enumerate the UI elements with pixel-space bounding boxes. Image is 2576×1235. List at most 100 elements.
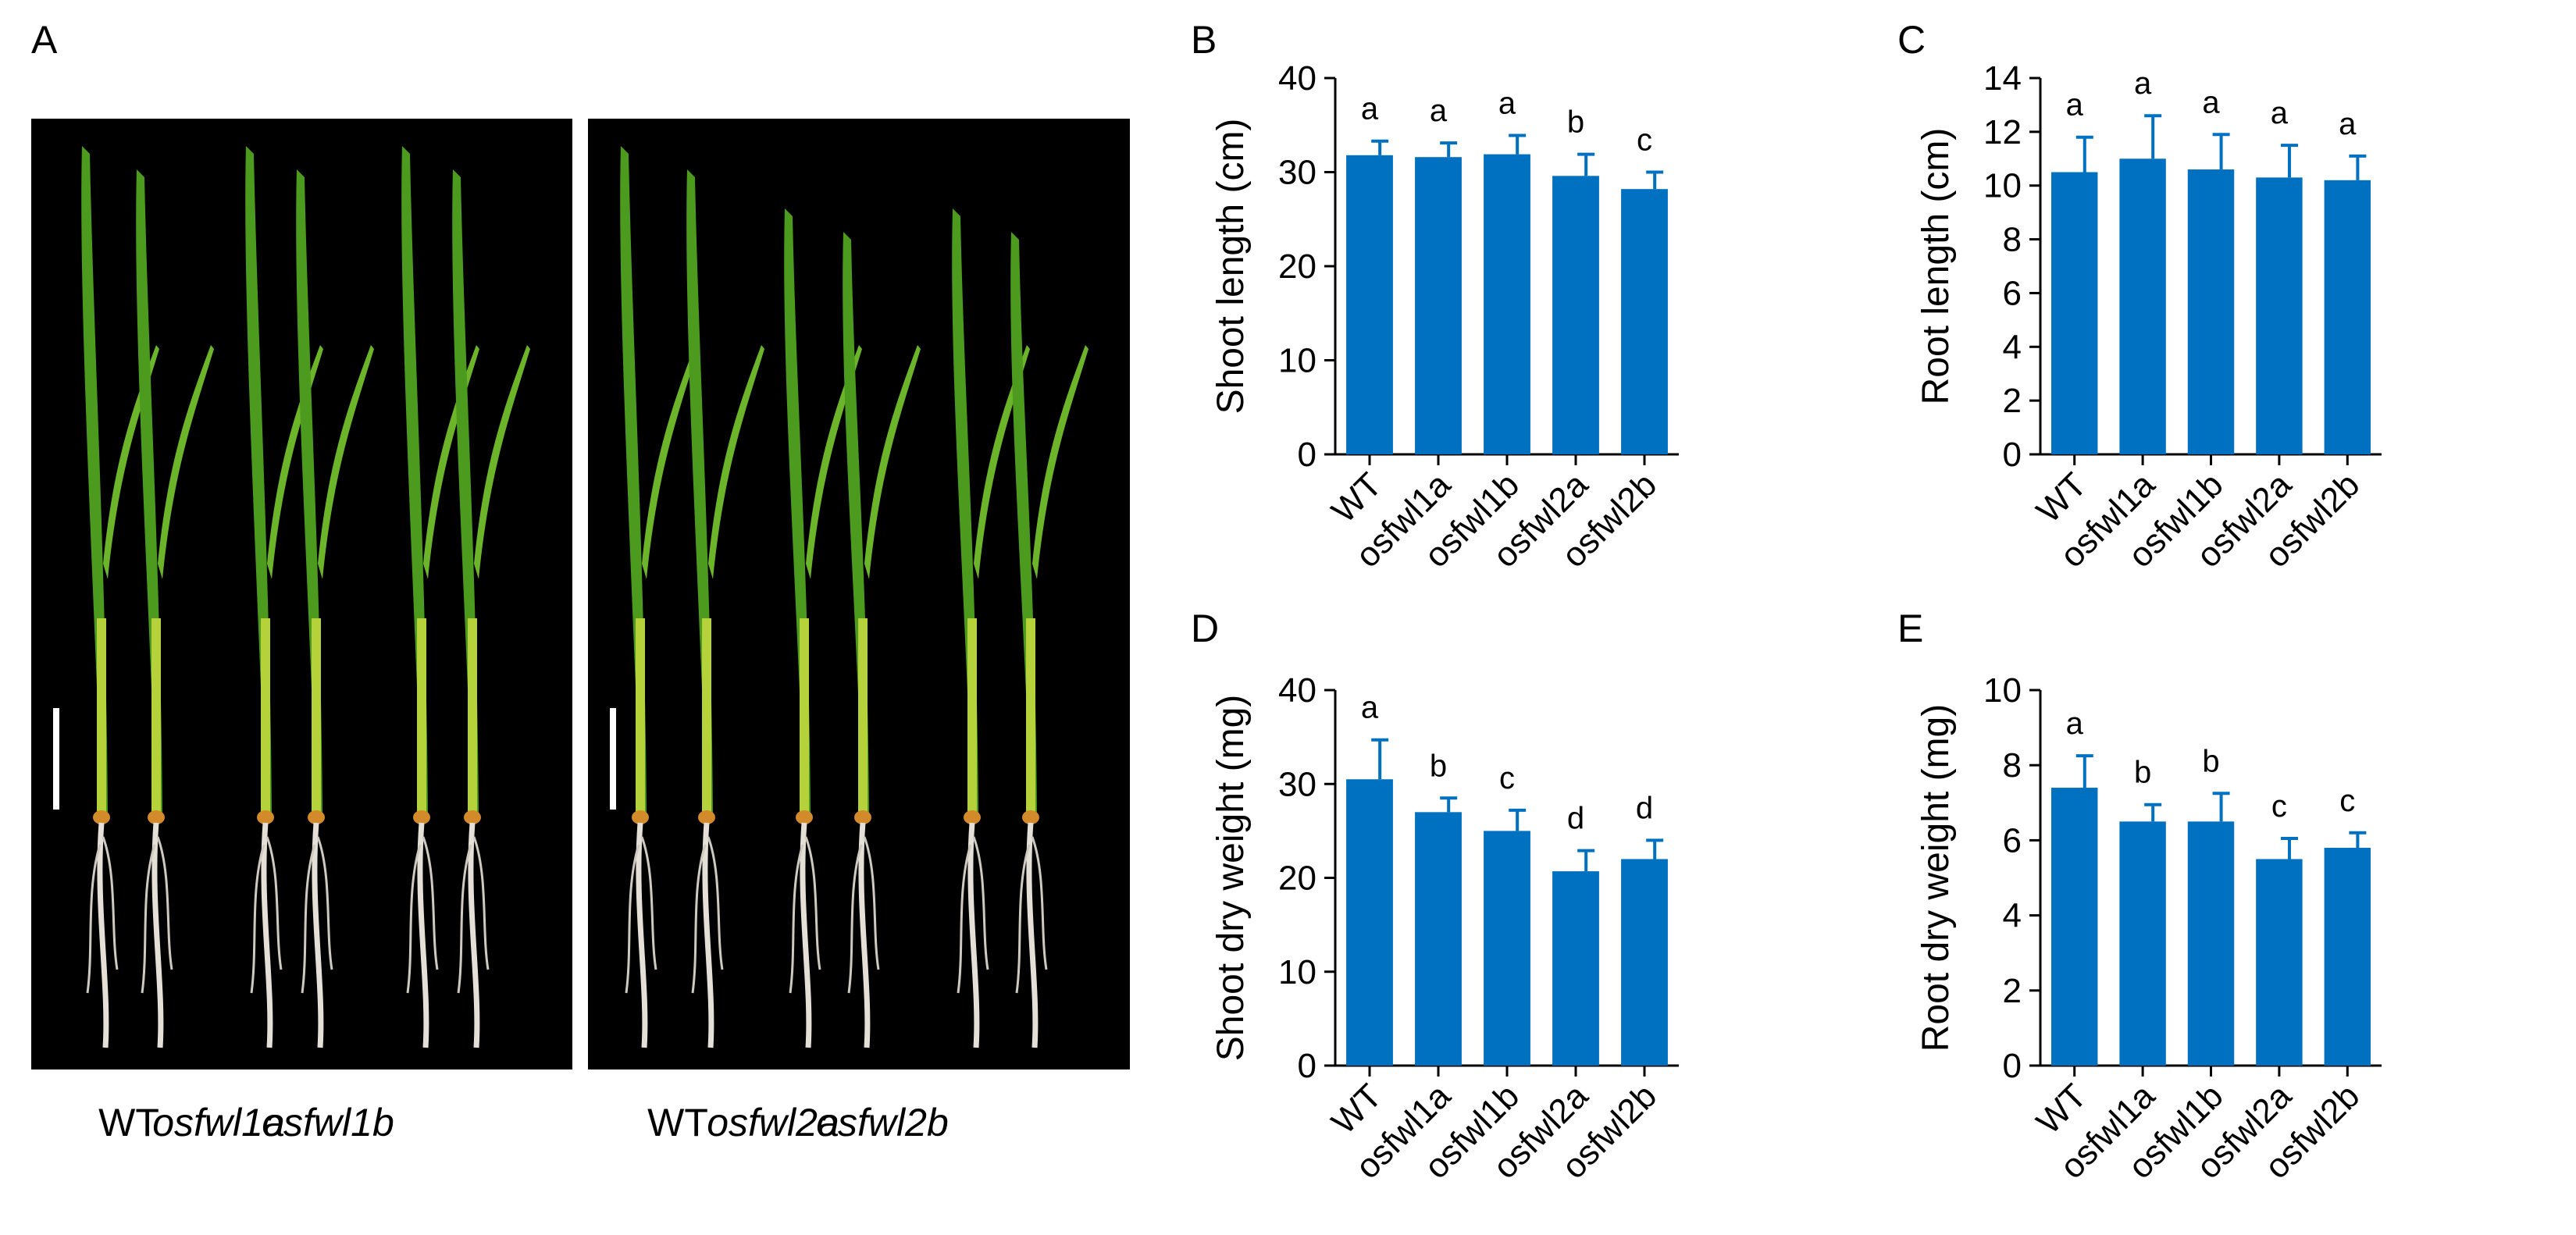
- bar: [1346, 779, 1393, 1066]
- y-tick-label: 0: [1298, 436, 1317, 474]
- seedling: [843, 232, 921, 1048]
- bar: [1552, 176, 1599, 454]
- y-tick-label: 8: [2003, 746, 2022, 785]
- bar: [1621, 189, 1668, 454]
- panel-letter: D: [1191, 607, 1219, 650]
- y-axis-title: Root dry weight (mg): [1915, 704, 1957, 1052]
- genotype-label: osfwl1b: [262, 1101, 394, 1144]
- seedling: [452, 169, 530, 1048]
- significance-label: c: [1637, 123, 1652, 158]
- y-axis-title: Shoot dry weight (mg): [1210, 695, 1252, 1062]
- bar: [2050, 788, 2098, 1066]
- significance-label: b: [2202, 744, 2219, 778]
- bar: [1415, 812, 1462, 1066]
- y-tick-label: 2: [2003, 972, 2022, 1010]
- y-tick-label: 4: [2003, 328, 2022, 366]
- seedling: [81, 146, 159, 1048]
- y-tick-label: 8: [2003, 221, 2022, 259]
- bar: [2256, 859, 2303, 1066]
- y-tick-label: 6: [2003, 274, 2022, 312]
- y-tick-label: 4: [2003, 897, 2022, 935]
- panel-letter: C: [1897, 18, 1926, 62]
- significance-label: b: [1567, 105, 1584, 140]
- significance-label: d: [1636, 791, 1653, 825]
- seedling: [296, 169, 374, 1048]
- seedling: [1010, 232, 1088, 1048]
- panel-a-letter: A: [31, 18, 58, 62]
- bar: [1415, 157, 1462, 454]
- significance-label: d: [1567, 802, 1584, 836]
- y-tick-label: 2: [2003, 382, 2022, 420]
- y-tick-label: 10: [1983, 167, 2022, 205]
- y-tick-label: 30: [1278, 154, 1317, 192]
- y-tick-label: 40: [1278, 59, 1317, 98]
- y-tick-label: 20: [1278, 247, 1317, 286]
- significance-label: a: [2066, 706, 2084, 741]
- significance-label: a: [1498, 87, 1516, 121]
- bar: [2119, 821, 2166, 1066]
- significance-label: a: [1361, 92, 1379, 126]
- scale-bar: [53, 708, 59, 810]
- bar: [2256, 177, 2303, 454]
- bar: [1346, 155, 1393, 454]
- significance-label: a: [2134, 66, 2152, 101]
- significance-label: a: [1361, 691, 1379, 725]
- panel-letter: B: [1191, 18, 1217, 62]
- y-tick-label: 10: [1983, 671, 2022, 710]
- seedling: [952, 208, 1030, 1048]
- seedling: [245, 146, 323, 1048]
- bar: [2187, 169, 2235, 455]
- significance-label: a: [2339, 107, 2357, 141]
- y-tick-label: 30: [1278, 765, 1317, 803]
- y-axis-title: Root length (cm): [1915, 128, 1957, 405]
- significance-label: c: [2271, 789, 2287, 824]
- bar: [2324, 848, 2371, 1066]
- seedling: [686, 169, 764, 1048]
- y-tick-label: 40: [1278, 671, 1317, 710]
- significance-label: a: [2066, 88, 2084, 123]
- genotype-label: WT: [647, 1101, 708, 1144]
- significance-label: a: [1430, 94, 1448, 128]
- scale-bar: [610, 708, 616, 810]
- seedling: [401, 146, 479, 1048]
- y-tick-label: 0: [2003, 436, 2022, 474]
- y-tick-label: 14: [1983, 59, 2022, 98]
- seedling: [620, 146, 698, 1048]
- bar: [2050, 172, 2098, 454]
- significance-label: b: [1430, 749, 1447, 783]
- significance-label: c: [1499, 761, 1515, 795]
- y-tick-label: 10: [1278, 342, 1317, 380]
- significance-label: b: [2134, 756, 2151, 790]
- y-tick-label: 12: [1983, 113, 2022, 151]
- bar: [2187, 821, 2235, 1066]
- significance-label: a: [2271, 96, 2289, 130]
- genotype-label: osfwl2b: [816, 1101, 949, 1144]
- seedling: [136, 169, 214, 1048]
- genotype-label: osfwl2a: [707, 1101, 839, 1144]
- bar: [1621, 859, 1668, 1066]
- genotype-label: WT: [98, 1101, 159, 1144]
- bar: [1484, 154, 1530, 455]
- y-tick-label: 0: [1298, 1047, 1317, 1085]
- bar: [1484, 831, 1530, 1066]
- y-axis-title: Shoot length (cm): [1210, 119, 1252, 415]
- y-tick-label: 0: [2003, 1047, 2022, 1085]
- y-tick-label: 6: [2003, 821, 2022, 860]
- y-tick-label: 10: [1278, 953, 1317, 991]
- significance-label: c: [2339, 784, 2355, 818]
- panel-letter: E: [1897, 607, 1923, 650]
- bar: [2119, 158, 2166, 455]
- bar: [2324, 180, 2371, 455]
- genotype-label: osfwl1a: [152, 1101, 285, 1144]
- seedling: [784, 208, 862, 1048]
- bar: [1552, 871, 1599, 1066]
- y-tick-label: 20: [1278, 860, 1317, 898]
- significance-label: a: [2202, 85, 2220, 119]
